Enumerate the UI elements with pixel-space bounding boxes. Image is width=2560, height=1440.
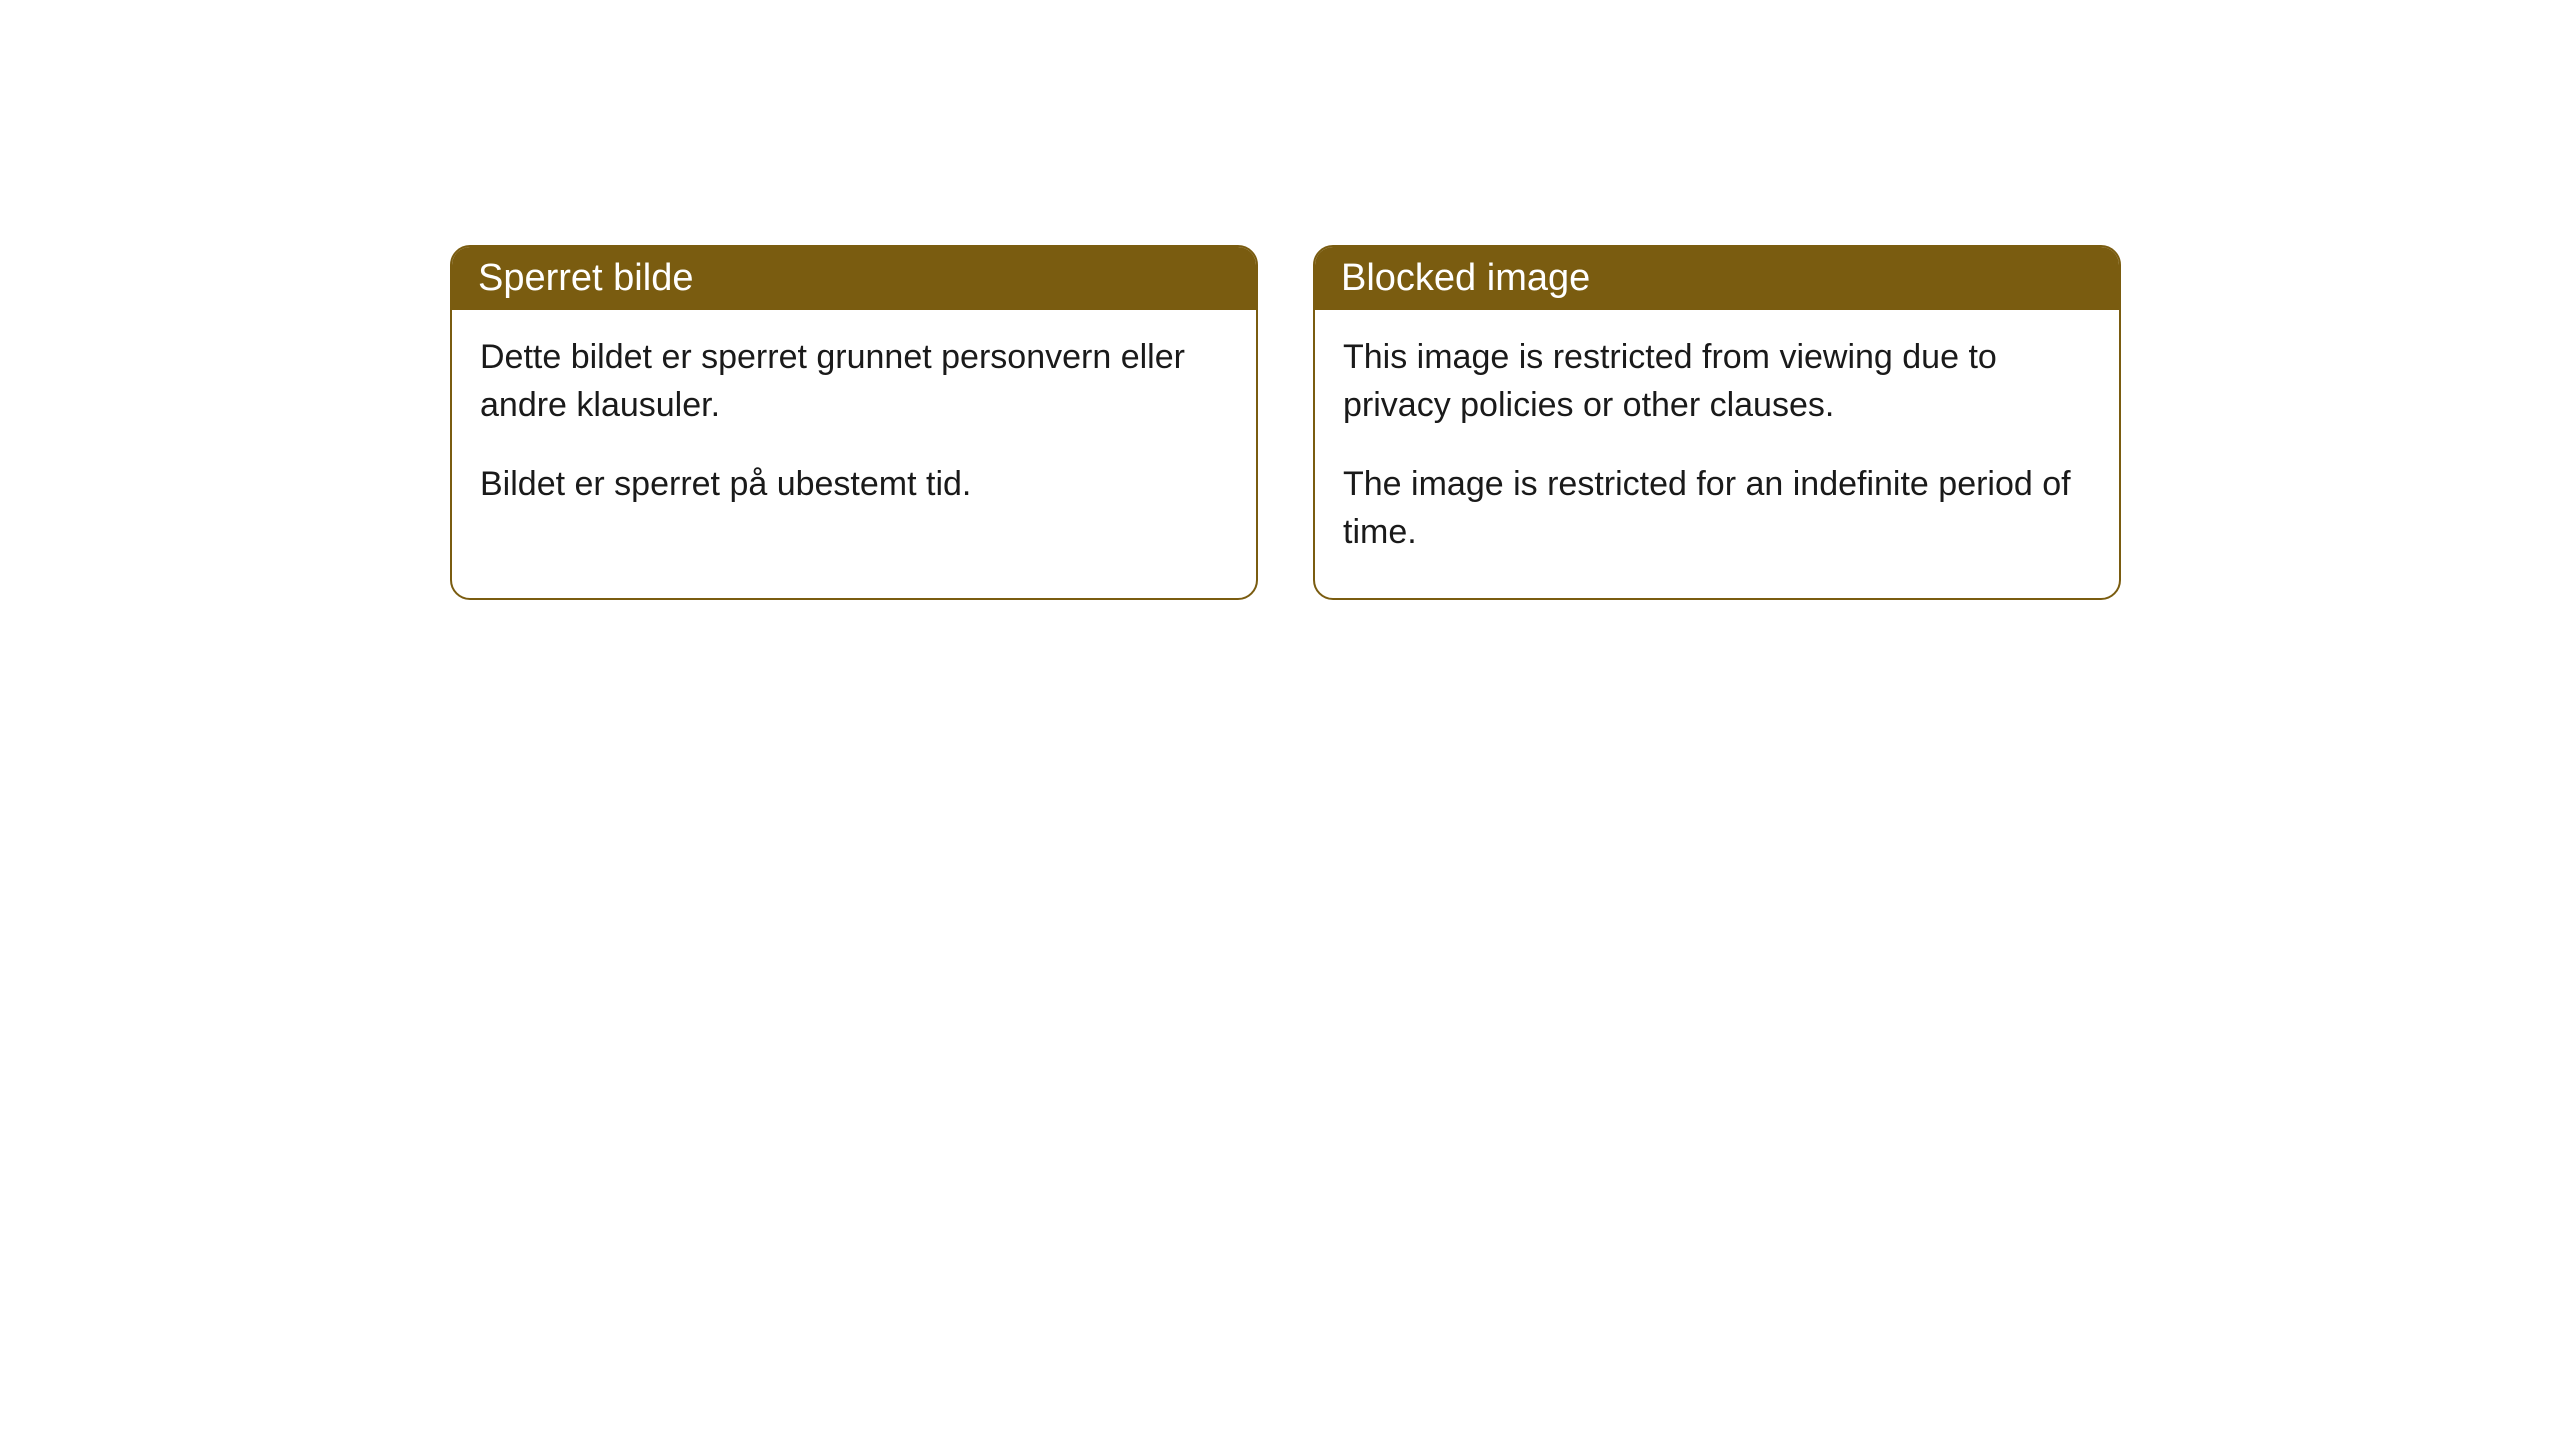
- card-header: Blocked image: [1315, 247, 2119, 310]
- blocked-image-card-english: Blocked image This image is restricted f…: [1313, 245, 2121, 600]
- card-title: Sperret bilde: [478, 257, 693, 299]
- cards-container: Sperret bilde Dette bildet er sperret gr…: [0, 0, 2560, 600]
- card-title: Blocked image: [1341, 257, 1590, 299]
- card-paragraph-2: Bildet er sperret på ubestemt tid.: [480, 461, 1228, 509]
- blocked-image-card-norwegian: Sperret bilde Dette bildet er sperret gr…: [450, 245, 1258, 600]
- card-paragraph-1: Dette bildet er sperret grunnet personve…: [480, 334, 1228, 429]
- card-body: This image is restricted from viewing du…: [1315, 310, 2119, 598]
- card-header: Sperret bilde: [452, 247, 1256, 310]
- card-body: Dette bildet er sperret grunnet personve…: [452, 310, 1256, 551]
- card-paragraph-2: The image is restricted for an indefinit…: [1343, 461, 2091, 556]
- card-paragraph-1: This image is restricted from viewing du…: [1343, 334, 2091, 429]
